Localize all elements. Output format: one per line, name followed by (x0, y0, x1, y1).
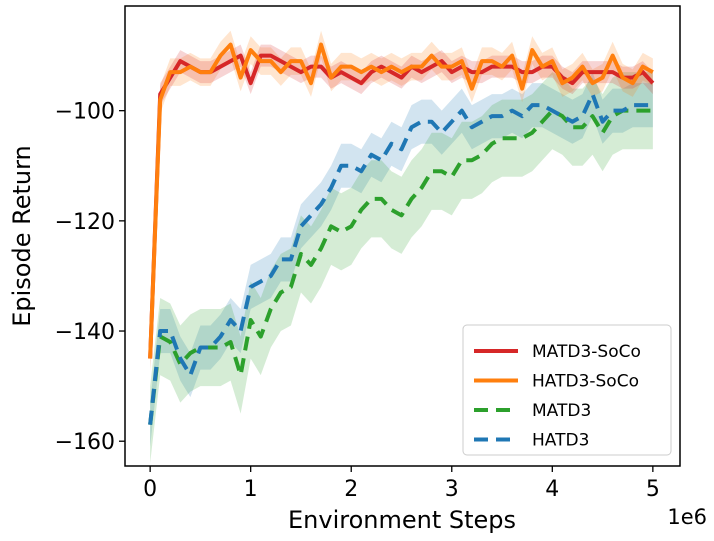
legend-label-matd3: MATD3 (532, 401, 591, 421)
band-hatd3-soco (150, 30, 653, 373)
series-line-hatd3 (148, 92, 653, 425)
plot-frame (124, 5, 681, 467)
y-axis-label: Episode Return (8, 145, 36, 327)
legend-label-matd3-soco: MATD3-SoCo (532, 342, 641, 362)
x-tick-label: 1 (244, 477, 258, 502)
x-tick-label: 2 (344, 477, 358, 502)
x-tick-label: 4 (545, 477, 559, 502)
y-tick-label: −100 (55, 100, 115, 125)
y-ticks: −160 −140 −120 −100 (55, 100, 125, 455)
line-layer (148, 42, 655, 425)
x-tick-label: 3 (445, 477, 459, 502)
y-tick-label: −160 (55, 430, 115, 455)
y-tick-label: −120 (55, 210, 115, 235)
legend-box (462, 324, 672, 456)
legend-label-hatd3-soco: HATD3-SoCo (532, 372, 639, 392)
x-axis-label: Environment Steps (288, 506, 516, 534)
legend-label-hatd3: HATD3 (532, 431, 589, 451)
series-line-hatd3-soco (148, 42, 654, 359)
x-ticks: 0 1 2 3 4 5 (143, 466, 660, 502)
y-tick-label: −140 (55, 320, 115, 345)
band-matd3 (150, 72, 653, 464)
x-tick-label: 0 (143, 477, 157, 502)
legend: MATD3-SoCo HATD3-SoCo MATD3 HATD3 (462, 324, 672, 456)
x-tick-label: 5 (646, 477, 660, 502)
x-axis-offset-label: 1e6 (667, 505, 707, 529)
series-line-matd3 (148, 108, 653, 425)
